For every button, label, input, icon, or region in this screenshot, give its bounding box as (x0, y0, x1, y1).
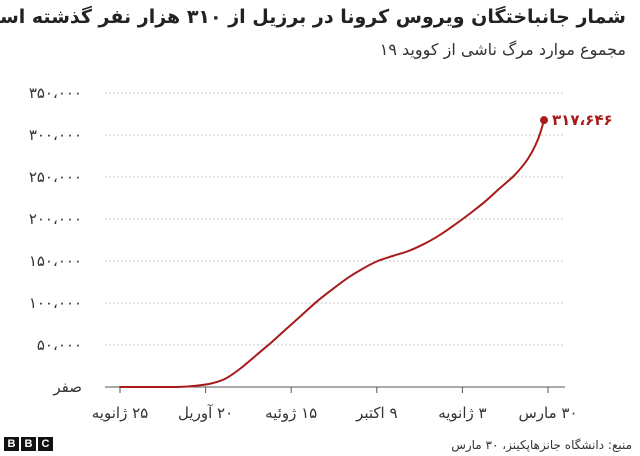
y-tick-label: ۵۰،۰۰۰ (37, 336, 82, 354)
series-end-label: ۳۱۷،۶۴۶ (552, 111, 613, 129)
bbc-logo-letter: C (38, 437, 53, 451)
y-tick-label: ۱۵۰،۰۰۰ (29, 252, 82, 270)
source-note: منبع: دانشگاه جانزهاپکینز، ۳۰ مارس (451, 438, 632, 452)
y-tick-label: ۳۰۰،۰۰۰ (29, 126, 82, 144)
bbc-logo-letter: B (4, 437, 19, 451)
deaths-series-line (119, 119, 545, 389)
chart-footer: B B C منبع: دانشگاه جانزهاپکینز، ۳۰ مارس (0, 434, 640, 456)
bbc-logo-letter: B (21, 437, 36, 451)
x-tick-label: ۱۵ ژوئیه (265, 404, 317, 422)
chart-subtitle: مجموع موارد مرگ ناشی از کووید ۱۹ (379, 40, 626, 59)
y-tick-label: صفر (52, 378, 82, 396)
y-tick-label: ۱۰۰،۰۰۰ (29, 294, 82, 312)
y-tick-label: ۲۵۰،۰۰۰ (29, 168, 82, 186)
x-tick-label: ۹ اکتبر (355, 404, 397, 422)
bbc-logo: B B C (4, 437, 53, 451)
series-end-point (540, 116, 549, 125)
x-tick-label: ۳۰ مارس (518, 404, 577, 422)
chart-title: شمار جانباختگان ویروس کرونا در برزیل از … (0, 6, 626, 28)
y-tick-label: ۳۵۰،۰۰۰ (29, 84, 82, 102)
line-chart: صفر ۵۰،۰۰۰ ۱۰۰،۰۰۰ ۱۵۰،۰۰۰ ۲۰۰،۰۰۰ ۲۵۰،۰۰۰ ۳۰۰… (29, 84, 613, 422)
x-tick-label: ۳ ژانویه (438, 404, 486, 422)
x-tick-label: ۲۰ آوریل (178, 404, 233, 422)
x-tick-label: ۲۵ ژانویه (92, 404, 148, 422)
y-tick-label: ۲۰۰،۰۰۰ (29, 210, 82, 228)
